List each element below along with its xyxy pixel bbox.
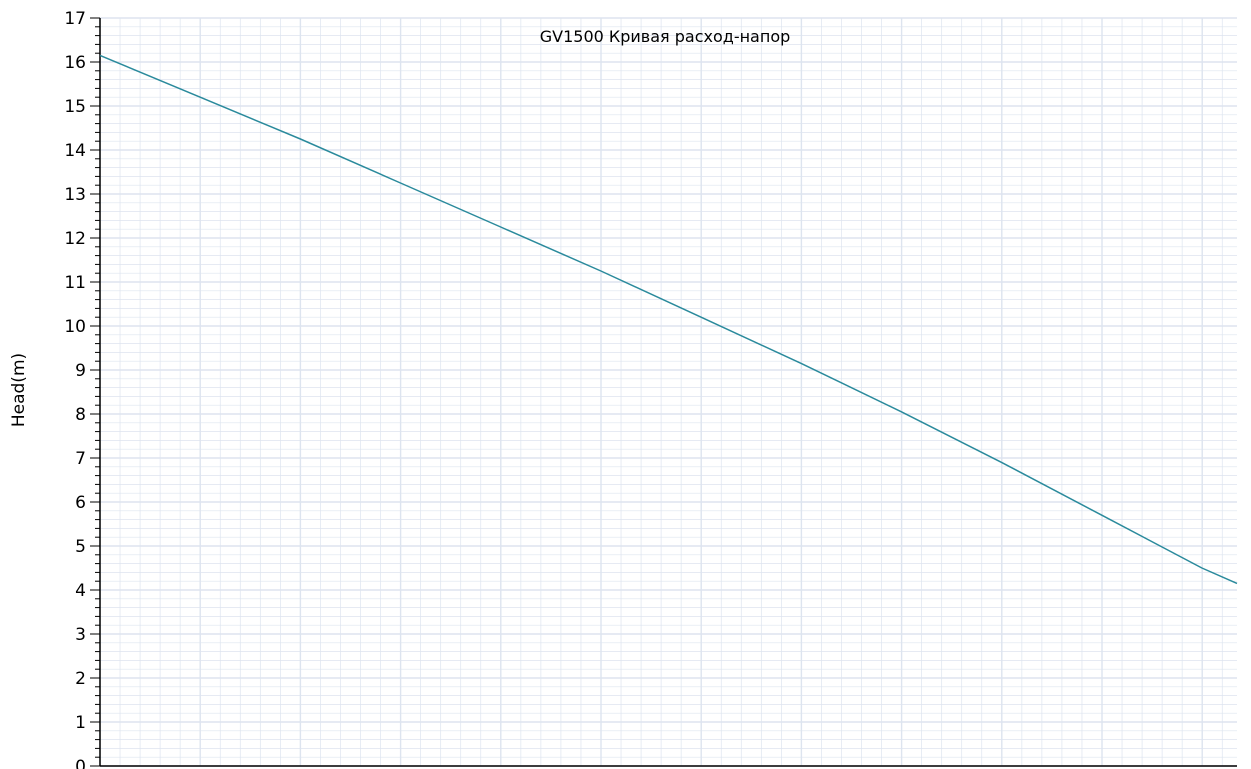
y-tick-label: 5 [75, 537, 86, 557]
y-tick-label: 11 [64, 273, 86, 293]
y-tick-label: 3 [75, 625, 86, 645]
y-tick-label: 0 [75, 757, 86, 769]
axes [99, 18, 1237, 767]
y-tick-label: 1 [75, 713, 86, 733]
y-tick-label: 9 [75, 361, 86, 381]
y-tick-label: 10 [64, 317, 86, 337]
grid [99, 17, 1237, 767]
y-tick-label: 4 [75, 581, 86, 601]
y-tick-label: 12 [64, 229, 86, 249]
chart-title: GV1500 Кривая расход-напор [540, 27, 791, 46]
series-layer [99, 54, 1238, 585]
y-tick-label: 14 [64, 141, 86, 161]
y-tick-label: 17 [64, 9, 86, 29]
y-tick-label: 15 [64, 97, 86, 117]
head-curve-line [99, 54, 1238, 585]
y-tick-label: 7 [75, 449, 86, 469]
y-tick-label: 16 [64, 53, 86, 73]
y-tick-label: 2 [75, 669, 86, 689]
y-axis-label: Head(m) [9, 353, 29, 427]
y-tick-label: 8 [75, 405, 86, 425]
y-tick-label: 6 [75, 493, 86, 513]
y-tick-label: 13 [64, 185, 86, 205]
